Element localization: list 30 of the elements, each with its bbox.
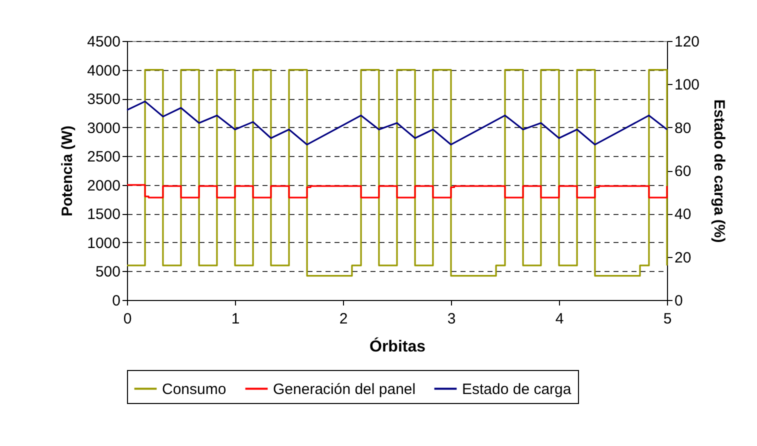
x-tick-label: 3 (447, 310, 456, 328)
y-tick-label: 0 (112, 292, 120, 310)
y2-tick-label: 80 (674, 120, 692, 137)
y-tick-label: 3000 (87, 120, 120, 137)
y-tick-label: 3500 (87, 91, 120, 108)
y-axis-title: Potencia (W) (59, 126, 76, 216)
x-tick-label: 5 (663, 310, 672, 328)
y2-tick-label: 100 (674, 76, 700, 94)
y2-tick-label: 40 (674, 206, 692, 224)
y2-tick-label: 60 (674, 163, 692, 180)
y-tick-label: 1500 (87, 206, 120, 224)
y2-tick-label: 0 (674, 292, 683, 310)
y-tick-label: 4500 (87, 34, 120, 50)
x-axis-title: Órbitas (369, 336, 426, 356)
y-tick-label: 1000 (87, 234, 120, 252)
y-tick-label: 2000 (87, 177, 120, 194)
legend-label: Generación del panel (273, 380, 416, 398)
legend-label: Estado de carga (462, 380, 572, 398)
x-tick-label: 1 (231, 310, 240, 328)
y-tick-label: 2500 (87, 148, 120, 166)
y-tick-label: 4000 (87, 62, 120, 80)
x-tick-label: 4 (555, 310, 564, 328)
line-series (126, 100, 668, 146)
x-tick-label: 2 (339, 310, 348, 328)
legend-label: Consumo (162, 380, 226, 398)
y-tick-label: 500 (95, 264, 120, 281)
x-tick-label: 0 (123, 310, 132, 328)
y2-tick-label: 20 (674, 249, 692, 266)
y2-tick-label: 120 (674, 34, 700, 50)
y2-axis-title: Estado de carga (%) (710, 99, 728, 243)
